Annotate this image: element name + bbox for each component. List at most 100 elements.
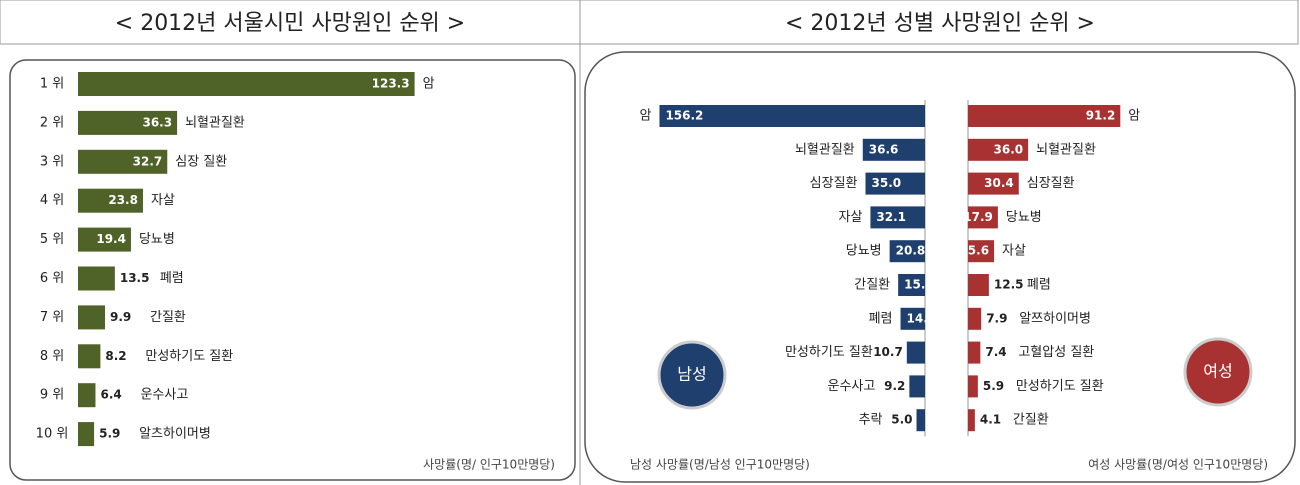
category-label: 자살: [839, 210, 863, 225]
value-label: 12.5: [994, 278, 1024, 292]
header-title: < 2012년 성별 사망원인 순위 >: [785, 11, 1095, 36]
rank-label: 1 위: [40, 77, 64, 92]
category-label: 알쯔하이머병: [1019, 311, 1091, 326]
value-label: 35.0: [872, 176, 902, 190]
value-label: 4.1: [980, 413, 1001, 427]
category-label: 심장질환: [1027, 176, 1075, 191]
category-label: 추락: [859, 413, 883, 428]
axis-note: 여성 사망률(명/여성 인구10만명당): [1088, 458, 1268, 472]
category-label: 알츠하이머병: [139, 427, 211, 442]
bar: [916, 409, 925, 432]
value-label: 91.2: [1086, 109, 1116, 123]
bar: [968, 307, 982, 330]
value-label: 7.4: [985, 345, 1006, 359]
bar: [968, 172, 1019, 195]
value-label: 15.6: [959, 244, 989, 258]
bar: [78, 344, 101, 369]
header-title: < 2012년 서울시민 사망원인 순위 >: [115, 11, 465, 36]
bar: [968, 105, 1121, 127]
legend-badge: [1183, 337, 1253, 407]
bar: [968, 409, 975, 432]
value-label: 13.5: [120, 271, 150, 285]
category-label: 뇌혈관질환: [185, 115, 245, 130]
category-label: 만성하기도 질환: [145, 349, 233, 364]
header-row: [0, 0, 1299, 45]
bar: [659, 105, 925, 127]
rank-label: 9 위: [40, 388, 64, 403]
bar: [78, 305, 106, 330]
rank-label: 3 위: [40, 154, 64, 169]
category-label: 폐렴: [1027, 278, 1051, 293]
panel-border: [584, 51, 1296, 483]
bar: [898, 274, 925, 296]
category-label: 심장질환: [810, 176, 858, 191]
category-label: 암: [639, 109, 651, 124]
value-label: 23.8: [108, 193, 138, 207]
bar: [900, 307, 925, 330]
bar: [968, 341, 981, 364]
category-label: 자살: [1002, 244, 1026, 259]
value-label: 30.4: [984, 176, 1014, 190]
rank-label: 6 위: [40, 271, 64, 286]
bar: [870, 206, 925, 229]
bar: [968, 375, 978, 398]
bar: [78, 227, 131, 252]
bar: [865, 172, 925, 195]
axis-note: 남성 사망률(명/남성 인구10만명당): [630, 458, 810, 472]
value-label: 10.7: [873, 345, 903, 359]
legend-badge: [657, 340, 727, 410]
category-label: 간질환: [1013, 413, 1049, 428]
value-label: 19.4: [96, 232, 126, 246]
bar: [78, 110, 178, 135]
bar: [968, 138, 1029, 161]
bar: [906, 341, 925, 364]
value-label: 7.9: [986, 311, 1007, 325]
category-label: 뇌혈관질환: [795, 142, 855, 157]
bar: [78, 383, 96, 408]
value-label: 8.2: [105, 349, 126, 363]
value-label: 9.9: [110, 310, 131, 324]
rank-label: 8 위: [40, 349, 64, 364]
value-label: 17.9: [963, 210, 993, 224]
category-label: 당뇨병: [139, 232, 175, 247]
category-label: 만성하기도 질환: [1016, 379, 1104, 394]
category-label: 암: [423, 77, 435, 92]
value-label: 32.7: [133, 154, 163, 168]
rank-label: 2 위: [40, 115, 64, 130]
value-label: 32.1: [876, 210, 906, 224]
axis-note: 사망률(명/ 인구10만명당): [423, 458, 555, 472]
value-label: 15.8: [904, 278, 934, 292]
category-label: 심장 질환: [175, 154, 227, 169]
value-label: 5.9: [983, 379, 1004, 393]
category-label: 만성하기도 질환: [785, 345, 873, 360]
value-label: 20.8: [896, 244, 926, 258]
category-label: 당뇨병: [1006, 210, 1042, 225]
panel-border: [9, 59, 576, 481]
category-label: 간질환: [854, 278, 890, 293]
value-label: 36.0: [994, 142, 1024, 156]
value-label: 123.3: [372, 77, 410, 91]
value-label: 14.4: [907, 311, 937, 325]
category-label: 폐렴: [869, 311, 893, 326]
value-label: 9.2: [884, 379, 905, 393]
rank-label: 10 위: [36, 427, 69, 442]
bar: [78, 72, 415, 96]
category-label: 암: [1128, 109, 1140, 124]
category-label: 자살: [151, 193, 175, 208]
legend-label: 남성: [677, 365, 706, 384]
bar: [968, 274, 989, 296]
legend-label: 여성: [1203, 362, 1232, 381]
category-label: 뇌혈관질환: [1036, 142, 1096, 157]
bar: [862, 138, 925, 161]
rank-label: 5 위: [40, 232, 64, 247]
category-label: 폐렴: [160, 271, 184, 286]
value-label: 156.2: [665, 109, 703, 123]
category-label: 당뇨병: [846, 244, 882, 259]
bar: [889, 240, 925, 263]
rank-label: 7 위: [40, 310, 64, 325]
bar: [78, 149, 168, 174]
value-label: 6.4: [100, 388, 121, 402]
category-label: 간질환: [150, 310, 186, 325]
rank-label: 4 위: [40, 193, 64, 208]
